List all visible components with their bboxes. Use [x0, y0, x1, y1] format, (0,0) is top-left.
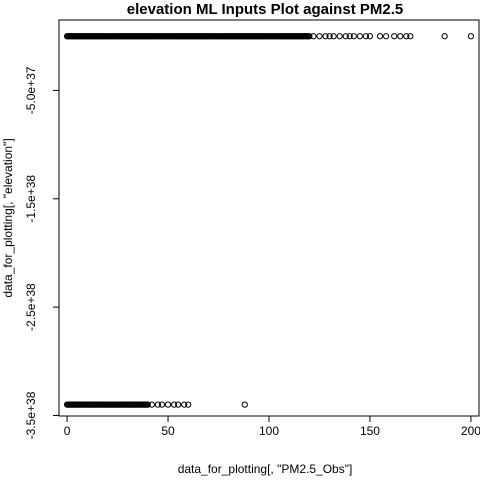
data-point	[403, 33, 410, 40]
y-axis-label: data_for_plotting[, "elevation"]	[1, 138, 15, 297]
data-point	[467, 33, 475, 40]
data-point	[322, 33, 329, 40]
data-point	[170, 401, 178, 408]
data-point	[164, 401, 172, 408]
data-point	[362, 33, 370, 40]
data-point	[441, 33, 448, 40]
data-point	[326, 33, 333, 40]
y-tick-label: -1.5e+38	[24, 175, 38, 223]
x-tick-label: 0	[64, 424, 71, 438]
plot-frame	[58, 19, 480, 417]
data-point	[346, 33, 353, 40]
chart-title: elevation ML Inputs Plot against PM2.5	[127, 1, 403, 18]
x-tick-label: 150	[360, 424, 380, 438]
data-points	[63, 33, 475, 408]
data-point	[356, 33, 363, 40]
x-axis: 0 50 100 150 200	[64, 416, 480, 438]
data-point	[376, 33, 384, 40]
y-tick-label: -3.5e+38	[24, 391, 38, 439]
data-point	[336, 33, 343, 40]
data-point	[342, 33, 349, 40]
data-point	[391, 33, 398, 40]
data-point	[383, 33, 390, 40]
data-point	[310, 33, 317, 40]
data-point	[144, 401, 151, 408]
y-tick-label: -2.5e+38	[24, 283, 38, 331]
y-tick-label: -5.0e+37	[24, 66, 38, 114]
data-point	[350, 33, 357, 40]
data-point	[181, 401, 188, 408]
x-tick-label: 200	[461, 424, 480, 438]
data-point	[316, 33, 323, 40]
x-tick-label: 50	[161, 424, 175, 438]
data-point	[407, 33, 414, 40]
data-point	[306, 33, 313, 40]
data-point	[175, 401, 182, 408]
x-axis-label: data_for_plotting[, "PM2.5_Obs"]	[178, 462, 353, 476]
data-point	[241, 401, 248, 408]
data-point	[330, 33, 337, 40]
data-point	[158, 401, 166, 408]
data-point	[366, 33, 374, 40]
data-point	[185, 401, 192, 408]
y-axis: -5.0e+37 -1.5e+38 -2.5e+38 -3.5e+38	[24, 66, 59, 439]
data-point	[397, 33, 404, 40]
data-point	[148, 401, 155, 408]
x-tick-label: 100	[259, 424, 279, 438]
data-point	[154, 401, 162, 408]
